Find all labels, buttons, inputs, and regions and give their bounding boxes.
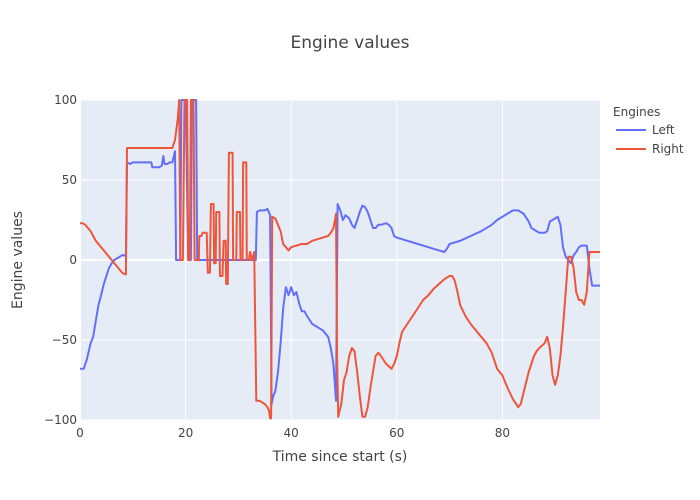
y-axis-title: Engine values	[10, 211, 26, 309]
series-line-left	[80, 99, 600, 405]
x-tick-label: 0	[76, 426, 84, 440]
x-tick-label: 80	[495, 426, 510, 440]
x-tick-label: 40	[284, 426, 299, 440]
x-axis-title: Time since start (s)	[272, 449, 408, 465]
legend: Engines Left Right	[613, 105, 684, 156]
series-lines	[80, 99, 600, 420]
legend-label-left: Left	[652, 123, 675, 137]
y-tick-label: 100	[54, 93, 77, 107]
y-tick-label: −50	[52, 333, 77, 347]
x-tick-label: 20	[178, 426, 193, 440]
x-tick-label: 60	[389, 426, 404, 440]
y-axis-ticks: 100 50 0 −50 −100	[44, 93, 77, 427]
x-axis-ticks: 0 20 40 60 80	[76, 426, 510, 440]
legend-title: Engines	[613, 105, 660, 119]
chart-title: Engine values	[291, 33, 410, 53]
legend-label-right: Right	[652, 142, 684, 156]
series-line-right	[80, 99, 600, 420]
y-tick-label: 50	[62, 173, 77, 187]
grid-lines	[79, 99, 600, 421]
y-tick-label: −100	[44, 413, 77, 427]
y-tick-label: 0	[69, 253, 77, 267]
